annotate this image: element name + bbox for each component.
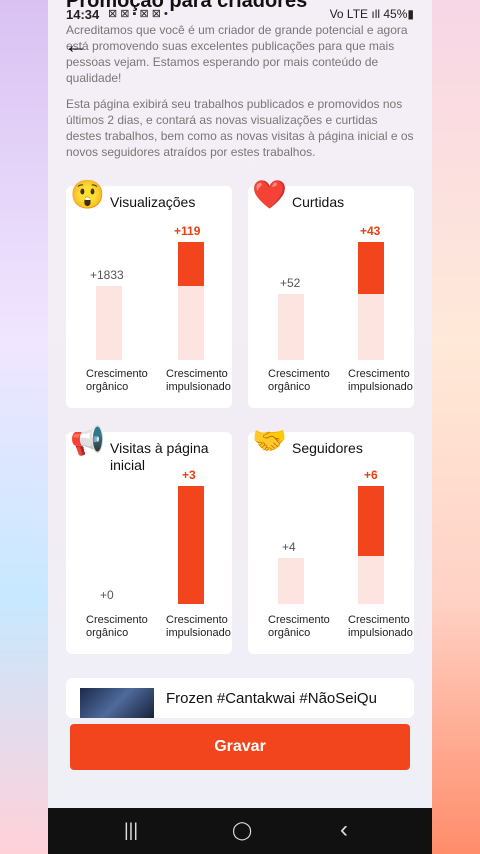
- back-button[interactable]: ‹: [340, 816, 348, 843]
- stat-card-profile-visits: 📢 Visitas à página inicial +0 +3 Crescim…: [66, 425, 232, 654]
- organic-value: +1833: [90, 268, 124, 282]
- organic-caption: Crescimento orgânico: [86, 614, 148, 639]
- organic-caption: Crescimento orgânico: [86, 368, 148, 393]
- card-title: Visitas à página inicial: [110, 440, 209, 473]
- handshake-icon: 🤝: [252, 425, 287, 456]
- card-title: Seguidores: [292, 440, 363, 456]
- organic-caption: Crescimento orgânico: [268, 614, 330, 639]
- system-nav-bar: ||| ◯ ‹: [48, 808, 432, 854]
- phone-screen: Acreditamos que você é um criador de gra…: [48, 0, 432, 854]
- intro-paragraph-1: Acreditamos que você é um criador de gra…: [66, 23, 408, 85]
- boosted-value: +43: [360, 224, 381, 238]
- video-title: Frozen #Cantakwai #NãoSeiQu: [166, 690, 377, 707]
- record-button[interactable]: Gravar: [70, 724, 410, 770]
- video-thumbnail[interactable]: [80, 688, 154, 718]
- boosted-value: +3: [182, 468, 196, 482]
- status-right: Vo LTE ıll 45%▮: [329, 7, 414, 21]
- organic-bar: [278, 558, 304, 604]
- notification-icons: ⊠ ⊠ ▪ ⊠ ⊠ •: [108, 8, 168, 20]
- organic-bar: [278, 294, 304, 360]
- organic-caption: Crescimento orgânico: [268, 368, 330, 393]
- card-title: Visualizações: [110, 194, 196, 210]
- organic-value: +52: [280, 276, 301, 290]
- organic-bar: [96, 286, 122, 360]
- stat-card-followers: 🤝 Seguidores +4 +6 Crescimento orgânico …: [248, 425, 414, 654]
- boosted-caption: Crescimento impulsionado: [166, 368, 231, 393]
- background-glow-left: [0, 0, 48, 854]
- boosted-bar: [178, 486, 204, 604]
- boosted-value: +6: [364, 468, 378, 482]
- status-bar: 14:34 ⊠ ⊠ ▪ ⊠ ⊠ • Vo LTE ıll 45%▮: [48, 0, 432, 28]
- home-button[interactable]: ◯: [232, 820, 253, 840]
- card-title: Curtidas: [292, 194, 345, 210]
- intro-paragraph-2: Esta página exibirá seu trabalhos public…: [66, 97, 414, 159]
- astonished-face-icon: 😲: [70, 179, 105, 210]
- recent-apps-button[interactable]: |||: [124, 820, 139, 840]
- boosted-caption: Crescimento impulsionado: [348, 614, 413, 639]
- stat-card-likes: ❤️ Curtidas +52 +43 Crescimento orgânico…: [248, 179, 414, 408]
- boosted-caption: Crescimento impulsionado: [348, 368, 413, 393]
- boosted-bar: [358, 242, 384, 294]
- organic-value: +0: [100, 588, 114, 602]
- status-time: 14:34: [66, 7, 100, 22]
- boosted-value: +119: [174, 224, 201, 238]
- back-arrow-icon[interactable]: ←: [64, 32, 88, 59]
- megaphone-icon: 📢: [70, 425, 105, 456]
- intro-text: Acreditamos que você é um criador de gra…: [66, 22, 416, 170]
- boosted-bar: [178, 242, 204, 286]
- heart-icon: ❤️: [252, 179, 287, 210]
- page-title: Promoção para criadores: [66, 0, 308, 12]
- background-glow-right: [432, 0, 480, 854]
- stat-card-views: 😲 Visualizações +1833 +119 Crescimento o…: [66, 179, 232, 408]
- boosted-bar: [358, 486, 384, 556]
- boosted-caption: Crescimento impulsionado: [166, 614, 231, 639]
- organic-value: +4: [282, 540, 296, 554]
- promoted-video-item[interactable]: Frozen #Cantakwai #NãoSeiQu: [66, 678, 414, 718]
